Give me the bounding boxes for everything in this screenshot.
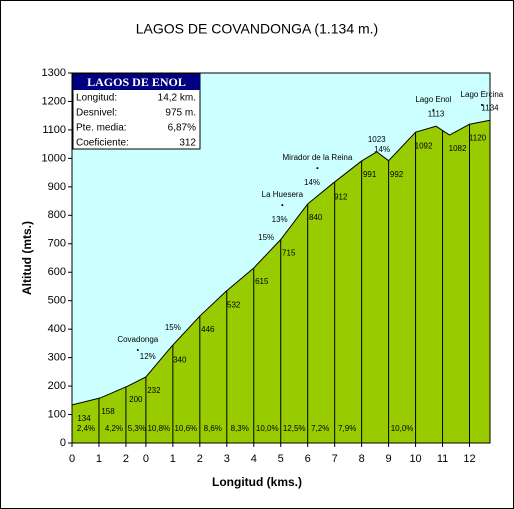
grade-label: 10,0% (256, 424, 279, 433)
x-tick-label: 11 (437, 453, 448, 465)
x-tick-label: 7 (332, 453, 338, 465)
value-label: 1134 (481, 103, 499, 112)
y-axis-label: Altitud (mts.) (20, 221, 34, 295)
value-label: 1113 (428, 109, 445, 118)
x-tick-label: 0 (143, 453, 149, 465)
grade-label: 8,6% (204, 424, 222, 433)
annotation: Lago Enol (415, 95, 451, 104)
y-tick-label: 400 (48, 323, 66, 335)
x-tick-label: 1 (96, 453, 102, 465)
grade-label: 2,4% (77, 424, 95, 433)
annotation-dot (281, 204, 284, 207)
info-value: 14,2 km. (158, 93, 196, 104)
grade-label: 7,9% (338, 424, 356, 433)
info-box-header (73, 74, 200, 90)
annotation: Lago Ercina (461, 90, 504, 99)
value-label: 1092 (415, 141, 433, 150)
value-label: 912 (334, 193, 348, 202)
annotation: 13% (272, 215, 288, 224)
info-value: 975 m. (165, 108, 196, 119)
grade-label: 10,6% (174, 424, 197, 433)
grade-label: 8,3% (231, 424, 249, 433)
x-tick-label: 5 (278, 453, 284, 465)
y-tick-label: 600 (48, 266, 66, 278)
x-tick-label: 10 (409, 453, 421, 465)
annotation: 14% (374, 145, 390, 154)
grade-label: 7,2% (311, 424, 329, 433)
grade-label: 5,3% (128, 424, 146, 433)
annotation: 14% (304, 178, 320, 187)
value-label: 340 (173, 355, 187, 364)
y-tick-label: 900 (48, 181, 66, 193)
value-label: 991 (363, 170, 377, 179)
x-tick-label: 2 (123, 453, 129, 465)
x-tick-label: 12 (463, 453, 475, 465)
x-tick-label: 0 (69, 453, 75, 465)
y-tick-label: 100 (48, 408, 66, 420)
annotation-dot (136, 348, 139, 351)
y-tick-label: 1000 (42, 152, 66, 164)
grade-label: 10,0% (391, 424, 414, 433)
value-label: 1120 (469, 133, 487, 142)
annotation: La Huesera (262, 190, 304, 199)
annotation-dot (432, 109, 435, 112)
info-label: Longitud: (76, 93, 117, 104)
annotation: 15% (258, 233, 274, 242)
info-box-title: LAGOS DE ENOL (87, 75, 186, 89)
info-label: Pte. media: (76, 123, 127, 134)
y-tick-label: 200 (48, 380, 66, 392)
value-label: 158 (101, 407, 115, 416)
y-tick-label: 0 (60, 437, 66, 449)
value-label: 200 (129, 395, 143, 404)
grade-label: 4,2% (105, 424, 123, 433)
chart-title: LAGOS DE COVANDONGA (1.134 m.) (136, 21, 378, 37)
annotation: Mirador de la Reina (283, 153, 353, 162)
x-tick-label: 6 (305, 453, 311, 465)
annotation-dot (316, 167, 319, 170)
y-tick-label: 1200 (42, 95, 66, 107)
grade-label: 10,8% (147, 424, 170, 433)
x-tick-label: 1 (170, 453, 176, 465)
x-tick-label: 9 (386, 453, 392, 465)
value-label: 715 (282, 249, 296, 258)
annotation: Covadonga (117, 335, 158, 344)
value-label: 1082 (449, 144, 467, 153)
y-tick-label: 500 (48, 295, 66, 307)
info-value: 6,87% (168, 123, 196, 134)
y-tick-label: 1300 (42, 67, 66, 79)
x-axis-label: Longitud (kms.) (212, 475, 302, 489)
annotation: 15% (165, 323, 181, 332)
x-tick-label: 3 (224, 453, 230, 465)
annotation-dot (480, 103, 483, 106)
annotation: 12% (140, 352, 156, 361)
x-tick-label: 8 (359, 453, 365, 465)
grade-label: 12,5% (283, 424, 306, 433)
value-label: 992 (390, 170, 404, 179)
value-label: 532 (227, 301, 241, 310)
info-label: Coeficiente: (76, 138, 129, 149)
x-tick-label: 4 (251, 453, 257, 465)
x-tick-label: 2 (197, 453, 203, 465)
y-tick-label: 1100 (42, 124, 66, 136)
value-label: 134 (77, 414, 91, 423)
info-value: 312 (179, 138, 196, 149)
info-label: Desnivel: (76, 108, 117, 119)
y-tick-label: 800 (48, 209, 66, 221)
y-tick-label: 300 (48, 352, 66, 364)
value-label: 615 (255, 277, 269, 286)
value-label: 1023 (368, 135, 386, 144)
value-label: 232 (147, 386, 161, 395)
value-label: 840 (309, 213, 323, 222)
y-tick-label: 700 (48, 238, 66, 250)
value-label: 446 (201, 325, 215, 334)
